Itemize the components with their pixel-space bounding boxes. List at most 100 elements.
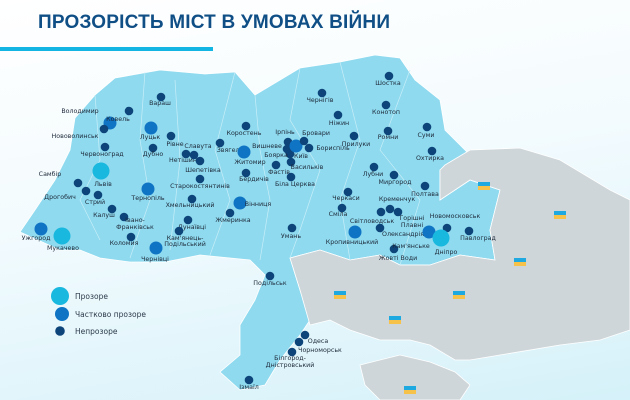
city-marker[interactable]: Хмельницький <box>166 194 215 209</box>
opaque-city-dot[interactable] <box>271 160 281 170</box>
opaque-city-dot[interactable] <box>300 330 310 340</box>
transparent-city-dot[interactable] <box>53 227 71 245</box>
opaque-city-dot[interactable] <box>393 207 403 217</box>
opaque-city-dot[interactable] <box>286 172 296 182</box>
city-marker[interactable]: Львів <box>92 162 113 189</box>
partial-city-dot[interactable] <box>144 121 158 135</box>
opaque-city-dot[interactable] <box>99 124 109 134</box>
city-marker[interactable]: Вінниця <box>233 196 272 210</box>
city-marker[interactable]: Коростень <box>226 121 262 137</box>
city-marker[interactable]: Шостка <box>375 71 401 87</box>
opaque-city-dot[interactable] <box>464 226 474 236</box>
city-marker[interactable]: Коломия <box>110 232 139 247</box>
opaque-city-dot[interactable] <box>287 347 297 357</box>
opaque-city-dot[interactable] <box>166 131 176 141</box>
transparent-city-dot[interactable] <box>432 229 450 247</box>
opaque-city-dot[interactable] <box>241 168 251 178</box>
opaque-city-dot[interactable] <box>126 232 136 242</box>
city-marker[interactable]: Дунаївці <box>178 215 206 231</box>
opaque-city-dot[interactable] <box>119 212 129 222</box>
opaque-city-dot[interactable] <box>124 106 134 116</box>
opaque-city-dot[interactable] <box>174 226 184 236</box>
city-marker[interactable]: Славута <box>184 143 212 160</box>
opaque-city-dot[interactable] <box>381 100 391 110</box>
opaque-city-dot[interactable] <box>376 207 386 217</box>
opaque-city-dot[interactable] <box>286 157 296 167</box>
city-marker[interactable]: Жмеринка <box>215 208 251 224</box>
opaque-city-dot[interactable] <box>100 142 110 152</box>
opaque-city-dot[interactable] <box>189 150 199 160</box>
city-marker[interactable]: Бердичів <box>239 168 269 183</box>
opaque-city-dot[interactable] <box>225 208 235 218</box>
opaque-city-dot[interactable] <box>420 181 430 191</box>
city-marker[interactable]: Нововолинськ <box>52 124 109 140</box>
opaque-city-dot[interactable] <box>343 187 353 197</box>
city-marker[interactable]: Луцьк <box>140 121 160 142</box>
opaque-city-dot[interactable] <box>337 203 347 213</box>
city-marker[interactable]: Сміла <box>329 203 348 218</box>
city-marker[interactable]: Рівне <box>166 131 184 148</box>
city-marker[interactable]: Ніжин <box>329 110 349 127</box>
city-marker[interactable]: Миргород <box>379 170 413 186</box>
city-marker[interactable]: Суми <box>418 122 435 139</box>
city-marker[interactable]: Конотоп <box>372 100 400 116</box>
opaque-city-dot[interactable] <box>389 244 399 254</box>
opaque-city-dot[interactable] <box>148 143 158 153</box>
opaque-city-dot[interactable] <box>183 215 193 225</box>
partial-city-dot[interactable] <box>149 241 163 255</box>
city-marker[interactable]: Лубни <box>363 162 384 178</box>
city-marker[interactable]: Ковель <box>106 106 134 123</box>
city-marker[interactable]: Черкаси <box>332 187 360 202</box>
opaque-city-dot[interactable] <box>181 149 191 159</box>
opaque-city-dot[interactable] <box>349 131 359 141</box>
opaque-city-dot[interactable] <box>384 71 394 81</box>
opaque-city-dot[interactable] <box>93 190 103 200</box>
opaque-city-dot[interactable] <box>422 122 432 132</box>
opaque-city-dot[interactable] <box>299 136 309 146</box>
opaque-city-dot[interactable] <box>333 110 343 120</box>
city-marker[interactable]: Кам'янське <box>392 225 436 251</box>
city-marker[interactable]: Самбір <box>39 170 83 188</box>
city-marker[interactable]: Світловодськ <box>350 207 394 225</box>
transparent-city-dot[interactable] <box>92 162 110 180</box>
opaque-city-dot[interactable] <box>241 121 251 131</box>
opaque-city-dot[interactable] <box>187 194 197 204</box>
opaque-city-dot[interactable] <box>244 375 254 385</box>
city-marker[interactable]: Чернівці <box>141 241 169 264</box>
city-marker[interactable]: Стрий <box>85 190 105 206</box>
city-marker[interactable]: Дубно <box>143 143 164 158</box>
city-marker[interactable]: Жовті Води <box>379 244 417 262</box>
city-marker[interactable]: Старокостянтинів <box>170 174 230 190</box>
city-marker[interactable]: Тернопіль <box>130 182 165 203</box>
city-marker[interactable]: Подільськ <box>253 271 287 287</box>
city-marker[interactable]: Ужгород <box>22 222 52 243</box>
opaque-city-dot[interactable] <box>304 143 314 153</box>
city-marker[interactable]: Білгород-Дністровський <box>266 347 315 369</box>
opaque-city-dot[interactable] <box>427 146 437 156</box>
city-marker[interactable]: Ізмаїл <box>239 375 259 391</box>
opaque-city-dot[interactable] <box>81 186 91 196</box>
city-marker[interactable]: Чорноморськ <box>294 337 342 354</box>
city-marker[interactable]: Шепетівка <box>185 156 221 174</box>
city-marker[interactable]: Павлоград <box>460 226 496 242</box>
city-marker[interactable]: Охтирка <box>416 146 444 162</box>
city-marker[interactable]: Мукачево <box>47 227 79 253</box>
opaque-city-dot[interactable] <box>375 223 385 233</box>
city-marker[interactable]: Дрогобич <box>44 186 91 201</box>
city-marker[interactable]: Червоноград <box>80 142 124 158</box>
city-marker[interactable]: Кам'янець-Подільський <box>164 226 206 248</box>
city-marker[interactable]: Чернігів <box>307 88 334 104</box>
opaque-city-dot[interactable] <box>317 88 327 98</box>
city-marker[interactable]: Вараш <box>149 92 171 107</box>
partial-city-dot[interactable] <box>348 225 362 239</box>
city-marker[interactable]: Івано-Франківськ <box>116 212 154 231</box>
opaque-city-dot[interactable] <box>156 92 166 102</box>
city-marker[interactable]: Кременчук <box>379 196 416 214</box>
city-marker[interactable]: Фастів <box>268 160 290 176</box>
opaque-city-dot[interactable] <box>294 337 304 347</box>
opaque-city-dot[interactable] <box>73 178 83 188</box>
city-marker[interactable]: Умань <box>281 223 302 240</box>
opaque-city-dot[interactable] <box>383 126 393 136</box>
city-marker[interactable]: Дніпро <box>432 229 458 257</box>
